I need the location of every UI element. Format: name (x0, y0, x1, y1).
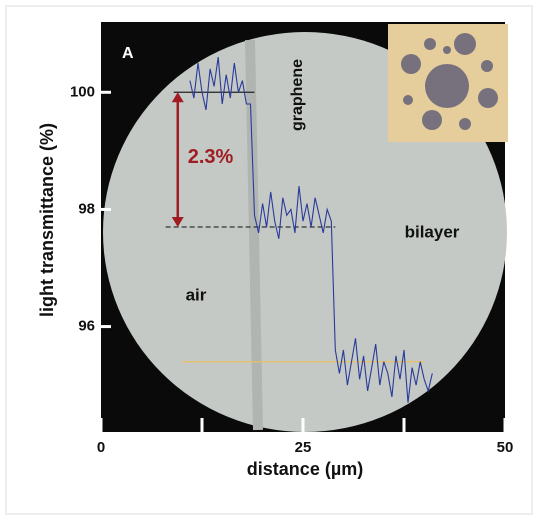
hole (424, 38, 436, 50)
x-axis-label: distance (µm) (247, 459, 363, 479)
hole (425, 64, 469, 108)
hole (454, 33, 476, 55)
y-tick-label: 98 (78, 200, 95, 217)
arrow-head (171, 217, 184, 227)
annotation: bilayer (405, 222, 460, 241)
hole (403, 95, 413, 105)
hole (401, 54, 421, 74)
x-tick-label: 0 (97, 439, 105, 456)
arrow-label: 2.3% (188, 146, 234, 168)
boundary (245, 39, 263, 431)
y-tick-label: 100 (70, 83, 95, 100)
y-axis-label: light transmittance (%) (37, 123, 57, 317)
annotation: graphene (289, 59, 306, 131)
x-tick-label: 50 (497, 439, 514, 456)
hole (459, 118, 471, 130)
y-tick-label: 96 (78, 318, 95, 335)
annotation: air (186, 285, 207, 304)
hole (422, 110, 442, 130)
arrow-head (171, 92, 184, 103)
hole (478, 88, 498, 108)
panel-label: A (122, 45, 134, 62)
x-tick-label: 25 (295, 439, 312, 456)
inset (388, 24, 508, 142)
hole (481, 60, 493, 72)
hole (443, 46, 451, 54)
data-line (189, 57, 433, 403)
